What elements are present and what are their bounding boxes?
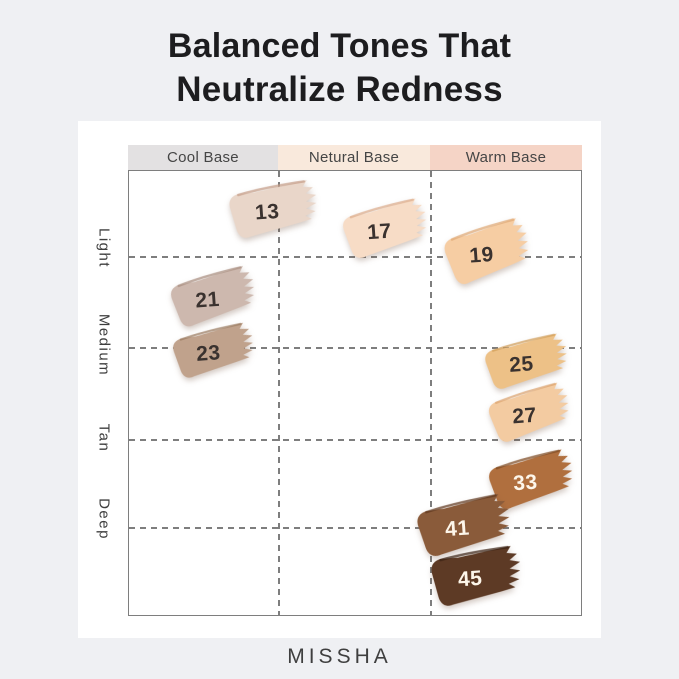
foundation-smear-icon: [485, 333, 567, 389]
swatch-17: 17: [337, 190, 444, 268]
grid-vline-2: [430, 171, 432, 615]
swatch-25: 25: [479, 326, 582, 398]
foundation-smear-icon: [444, 218, 529, 285]
swatch-number: 27: [511, 403, 538, 429]
swatch-number: 13: [254, 200, 281, 225]
swatch-19: 19: [437, 209, 546, 296]
grid-hline-1: [129, 256, 581, 258]
swatch-33: 33: [483, 441, 590, 519]
grid-hline-3: [129, 439, 581, 441]
swatch-number: 23: [195, 341, 222, 366]
title-line-1: Balanced Tones That: [167, 27, 512, 65]
swatch-27: 27: [482, 374, 585, 452]
shade-chart-card: Cool Base Netural Base Warm Base Light M…: [78, 121, 601, 638]
title-line-2: Neutralize Redness: [176, 70, 503, 109]
foundation-smear-icon: [173, 322, 253, 378]
foundation-smear-icon: [171, 265, 255, 327]
column-header-cool-label: Cool Base: [167, 149, 239, 166]
column-header-warm: Warm Base: [430, 145, 582, 170]
swatch-number: 21: [195, 287, 221, 313]
row-label-tan: Tan: [95, 423, 113, 453]
grid-hline-4: [129, 527, 581, 529]
grid-hline-2: [129, 347, 581, 349]
column-header-netural: Netural Base: [278, 145, 430, 170]
foundation-smear-icon: [417, 493, 510, 556]
foundation-smear-icon: [431, 545, 521, 606]
swatch-13: 13: [224, 173, 332, 248]
swatch-layer: 13 17 19 21 23 25: [78, 121, 601, 638]
column-header-netural-label: Netural Base: [308, 149, 400, 166]
swatch-number: 33: [512, 470, 539, 496]
foundation-smear-icon: [489, 449, 573, 509]
grid-area: [128, 170, 582, 616]
swatch-number: 19: [469, 243, 496, 268]
row-label-medium: Medium: [95, 313, 113, 377]
swatch-23: 23: [167, 315, 268, 387]
swatch-41: 41: [411, 485, 527, 566]
column-header-cool: Cool Base: [128, 145, 278, 170]
foundation-smear-icon: [229, 180, 317, 238]
page-title: Balanced Tones That Neutralize Redness: [0, 24, 679, 112]
foundation-smear-icon: [343, 198, 427, 258]
brand-logo: MISSHA: [287, 645, 392, 668]
swatch-number: 41: [444, 516, 471, 542]
row-label-light: Light: [95, 227, 113, 269]
foundation-smear-icon: [488, 382, 569, 442]
grid-vline-1: [278, 171, 280, 615]
swatch-45: 45: [426, 538, 536, 616]
swatch-21: 21: [164, 257, 271, 337]
swatch-number: 17: [366, 219, 393, 245]
swatch-number: 45: [457, 566, 483, 592]
column-header-warm-label: Warm Base: [465, 149, 547, 166]
row-label-deep: Deep: [95, 498, 113, 540]
swatch-number: 25: [508, 352, 535, 378]
